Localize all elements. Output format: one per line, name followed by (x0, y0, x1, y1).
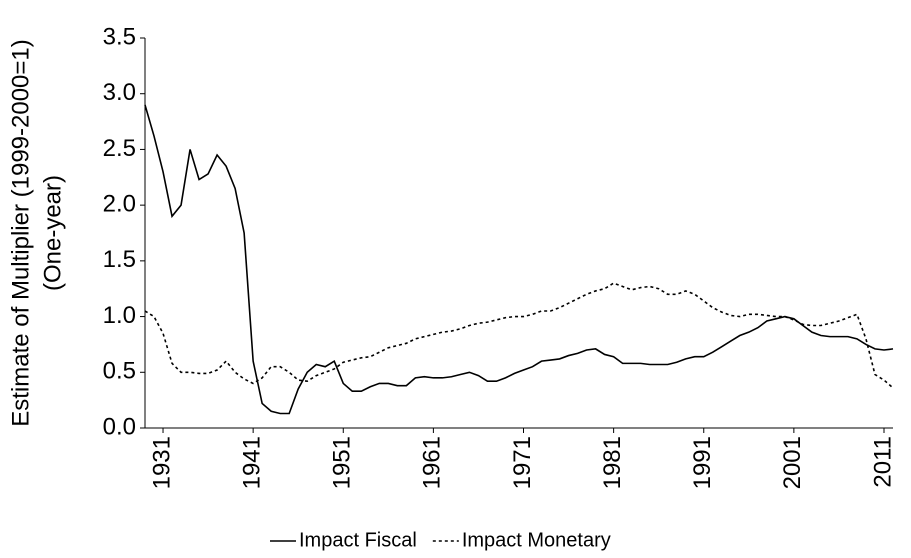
y-tick-label: 1.5 (103, 246, 136, 273)
y-tick-label: 0.0 (103, 413, 136, 440)
legend: Impact Fiscal Impact Monetary (270, 529, 611, 551)
y-axis-title: Estimate of Multiplier (1999-2000=1) (On… (7, 39, 66, 427)
legend-label: Impact Fiscal (299, 529, 417, 551)
x-tick-label: 1981 (599, 436, 626, 489)
x-tick-label: 2011 (869, 436, 896, 488)
x-tick-label: 1931 (148, 436, 175, 489)
x-tick-label: 1961 (419, 436, 446, 489)
x-tick-label: 1951 (329, 436, 356, 489)
x-tick-label: 2001 (779, 436, 806, 489)
x-tick-label: 1971 (509, 436, 536, 489)
series-line (144, 104, 894, 415)
y-tick-label: 0.5 (103, 358, 136, 385)
y-tick-label: 3.0 (103, 79, 136, 106)
x-tick-label: 1941 (238, 436, 265, 489)
y-tick-label: 2.5 (103, 135, 136, 162)
y-tick-label: 1.0 (103, 302, 136, 329)
y-tick-label: 3.5 (103, 23, 136, 50)
series-line (144, 282, 894, 389)
legend-label: Impact Monetary (462, 529, 611, 551)
y-tick-label: 2.0 (103, 190, 136, 217)
y-axis-title-line: (One-year) (39, 175, 66, 291)
y-axis-title-line: Estimate of Multiplier (1999-2000=1) (7, 39, 34, 427)
x-tick-label: 1991 (689, 436, 716, 489)
